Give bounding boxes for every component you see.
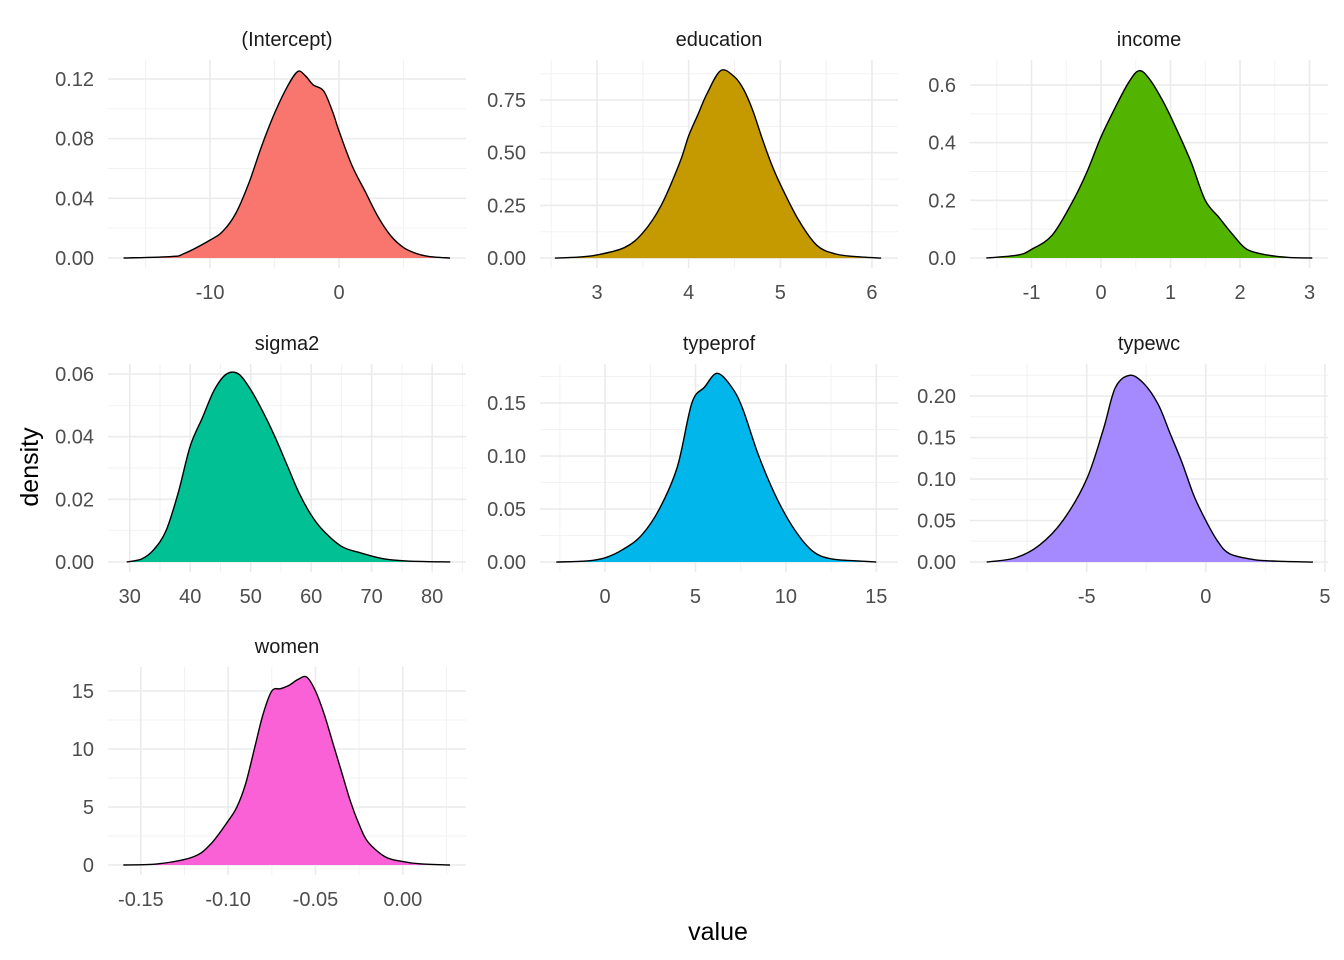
x-tick-label: 3 [591, 282, 602, 304]
x-tick-label: 0 [1095, 282, 1106, 304]
density-area [556, 373, 877, 563]
y-axis-title: density [16, 427, 44, 507]
panel-title: typewc [1118, 333, 1180, 355]
y-tick-label: 0.10 [487, 446, 526, 468]
x-tick-label: -0.05 [293, 889, 339, 911]
y-tick-label: 0.08 [55, 129, 94, 151]
y-tick-label: 0.00 [917, 552, 956, 574]
x-tick-label: 5 [775, 282, 786, 304]
y-tick-label: 0.10 [917, 469, 956, 491]
y-tick-label: 0.04 [55, 427, 94, 449]
x-tick-label: 15 [865, 586, 887, 608]
panel-sigma2: 30 40 50 60 70 80 0.00 0.02 0.04 0.06 sigma2 [55, 333, 466, 608]
y-tick-label: 0.75 [487, 90, 526, 112]
panel-title: typeprof [683, 333, 756, 355]
x-tick-label: 60 [300, 586, 322, 608]
y-tick-label: 0.00 [55, 248, 94, 270]
density-outline [123, 675, 450, 866]
x-tick-label: 6 [866, 282, 877, 304]
x-tick-label: 5 [1319, 586, 1330, 608]
density-outline [556, 372, 877, 563]
density-outline [986, 374, 1314, 563]
x-tick-label: 0 [333, 282, 344, 304]
y-tick-label: 15 [72, 681, 94, 703]
density-outline [123, 70, 451, 259]
y-tick-label: 0.00 [55, 552, 94, 574]
y-tick-label: 0.04 [55, 188, 94, 210]
density-area [123, 71, 451, 259]
panel-income: -1 0 1 2 3 0.0 0.2 0.4 0.6 income [928, 29, 1328, 304]
y-tick-label: 0.12 [55, 69, 94, 91]
x-tick-label: 1 [1165, 282, 1176, 304]
panel-title: income [1117, 29, 1181, 51]
density-outline [126, 371, 451, 563]
panel-title: (Intercept) [241, 29, 332, 51]
density-area [126, 372, 451, 562]
x-tick-label: 5 [690, 586, 701, 608]
x-tick-label: 80 [421, 586, 443, 608]
x-tick-label: 0 [600, 586, 611, 608]
panel-typewc: -5 0 5 0.00 0.05 0.10 0.15 0.20 typewc [917, 333, 1330, 608]
y-tick-label: 0.00 [487, 248, 526, 270]
x-tick-label: -0.15 [118, 889, 164, 911]
x-tick-label: 3 [1304, 282, 1315, 304]
panel-typeprof: 0 5 10 15 0.00 0.05 0.10 0.15 typeprof [487, 333, 898, 608]
y-tick-label: 0.06 [55, 364, 94, 386]
y-tick-label: 0.6 [928, 75, 956, 97]
panel-title: education [676, 29, 763, 51]
y-tick-label: 10 [72, 739, 94, 761]
density-outline [986, 69, 1313, 259]
x-tick-label: 2 [1234, 282, 1245, 304]
x-tick-label: -5 [1078, 586, 1096, 608]
x-tick-label: 10 [775, 586, 797, 608]
panels: -10 00.000.040.080.12(Intercept)3 4 5 60.000… [55, 29, 1330, 911]
y-tick-label: 5 [83, 797, 94, 819]
panel-title: women [254, 636, 319, 658]
x-tick-label: -0.10 [205, 889, 251, 911]
y-tick-label: 0.00 [487, 552, 526, 574]
x-tick-label: 70 [361, 586, 383, 608]
density-outline [554, 69, 882, 259]
density-area [986, 375, 1313, 563]
x-axis-title: value [688, 918, 748, 946]
y-tick-label: 0.02 [55, 489, 94, 511]
x-tick-label: 50 [240, 586, 262, 608]
density-area [123, 676, 450, 866]
panel-women: -0.15 -0.10 -0.05 0.00 0 5 10 15 women [72, 636, 466, 911]
y-tick-label: 0.20 [917, 386, 956, 408]
y-tick-label: 0.4 [928, 133, 956, 155]
x-tick-label: 0.00 [383, 889, 422, 911]
x-tick-label: -1 [1023, 282, 1041, 304]
x-tick-label: 4 [683, 282, 694, 304]
y-tick-label: 0.05 [917, 511, 956, 533]
density-area [986, 70, 1313, 258]
density-area [554, 69, 882, 259]
y-tick-label: 0 [83, 855, 94, 877]
x-tick-label: -10 [196, 282, 225, 304]
y-tick-label: 0.25 [487, 195, 526, 217]
x-tick-label: 30 [119, 586, 141, 608]
x-tick-label: 0 [1200, 586, 1211, 608]
y-tick-label: 0.15 [487, 393, 526, 415]
y-tick-label: 0.15 [917, 428, 956, 450]
y-tick-label: 0.50 [487, 143, 526, 165]
y-tick-label: 0.0 [928, 248, 956, 270]
y-tick-label: 0.2 [928, 190, 956, 212]
x-tick-label: 40 [179, 586, 201, 608]
panel-intercept: -10 0 0.00 0.04 0.08 0.12 (Intercept) [55, 29, 466, 304]
y-tick-label: 0.05 [487, 499, 526, 521]
panel-education: 3 4 5 6 0.00 0.25 0.50 0.75 education [487, 29, 898, 304]
panel-title: sigma2 [255, 333, 319, 355]
